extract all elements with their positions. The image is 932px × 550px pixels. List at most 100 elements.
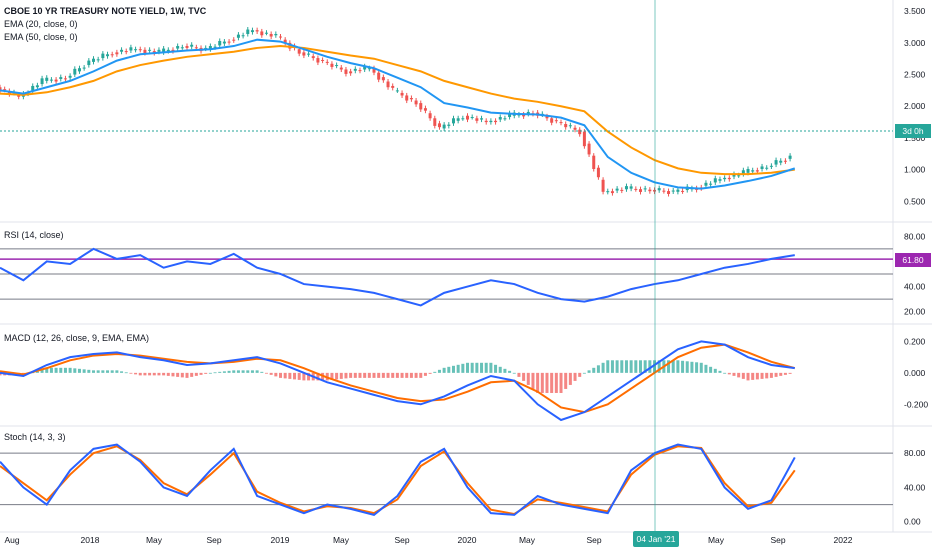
macd-histogram-bar	[629, 360, 633, 373]
macd-histogram-bar	[423, 372, 427, 376]
rsi-value-text: 61.80	[902, 255, 924, 265]
candle-body	[185, 46, 189, 48]
candle-body	[522, 114, 526, 117]
candle-body	[428, 113, 432, 119]
candle-body	[63, 78, 67, 80]
candle-body	[447, 124, 451, 126]
candle-body	[671, 190, 675, 192]
macd-histogram-bar	[601, 362, 605, 373]
candle-body	[433, 118, 437, 126]
macd-histogram-bar	[428, 372, 432, 374]
macd-histogram-bar	[769, 372, 773, 378]
macd-histogram-bar	[339, 372, 343, 379]
candle-body	[755, 170, 759, 172]
candle-body	[353, 68, 357, 71]
candle-body	[713, 178, 717, 183]
candle-body	[279, 36, 283, 38]
candle-body	[681, 190, 685, 192]
macd-histogram-bar	[409, 372, 413, 378]
candle-body	[648, 189, 652, 192]
stoch-k-line	[0, 443, 796, 516]
candle-body	[241, 35, 245, 37]
candle-body	[45, 77, 49, 81]
candle-body	[377, 72, 381, 80]
macd-histogram-bar	[180, 372, 184, 378]
candle-body	[260, 31, 264, 36]
candle-body	[676, 189, 680, 192]
candle-body	[129, 47, 133, 51]
macd-histogram-bar	[232, 370, 236, 373]
macd-histogram-bar	[138, 372, 142, 376]
candle-body	[657, 188, 661, 191]
rsi-tick-label: 80.00	[904, 231, 926, 241]
candle-body	[311, 56, 315, 59]
candle-body	[391, 85, 395, 88]
candle-body	[732, 174, 736, 177]
macd-histogram-bar	[82, 369, 86, 373]
candle-body	[307, 53, 311, 55]
time-tick-label: Sep	[206, 535, 221, 545]
candle-body	[297, 49, 301, 54]
candle-body	[423, 108, 427, 111]
macd-histogram-bar	[297, 372, 301, 380]
candle-body	[208, 46, 212, 50]
candle-body	[615, 188, 619, 191]
macd-histogram-bar	[774, 372, 778, 377]
macd-histogram-bar	[307, 372, 311, 381]
candle-body	[442, 124, 446, 129]
macd-histogram-bar	[755, 372, 759, 380]
candle-body	[59, 77, 63, 79]
macd-histogram-bar	[143, 372, 147, 376]
macd-histogram-bar	[699, 362, 703, 373]
macd-histogram-bar	[213, 372, 217, 374]
candle-body	[339, 67, 343, 70]
candle-body	[3, 89, 7, 91]
macd-histogram-bar	[414, 372, 418, 378]
macd-histogram-bar	[274, 372, 278, 377]
candle-body	[171, 49, 175, 52]
macd-histogram-bar	[578, 372, 582, 377]
macd-histogram-bar	[503, 368, 507, 373]
macd-histogram-bar	[77, 368, 81, 373]
stoch-tick-label: 80.00	[904, 448, 926, 458]
macd-histogram-bar	[550, 372, 554, 393]
candle-body	[489, 120, 493, 123]
macd-histogram-bar	[788, 372, 792, 374]
time-tick-label: 2018	[81, 535, 100, 545]
candle-body	[218, 40, 222, 46]
rsi-tick-label: 40.00	[904, 282, 926, 292]
macd-histogram-bar	[110, 370, 114, 373]
macd-histogram-bar	[615, 360, 619, 373]
candle-body	[484, 120, 488, 123]
candle-body	[250, 30, 254, 33]
last-price-tag	[895, 124, 931, 138]
macd-histogram-bar	[302, 372, 306, 381]
candle-body	[451, 118, 455, 124]
macd-histogram-bar	[120, 371, 124, 373]
candle-body	[400, 92, 404, 96]
macd-histogram-bar	[746, 372, 750, 381]
candle-body	[162, 48, 166, 53]
macd-histogram-bar	[54, 367, 58, 373]
candle-body	[96, 59, 100, 61]
candle-body	[662, 190, 666, 192]
candle-body	[643, 188, 647, 190]
candle-body	[494, 120, 498, 123]
macd-histogram-bar	[466, 362, 470, 373]
candle-body	[526, 111, 530, 114]
macd-histogram-bar	[363, 372, 367, 378]
ema20-label: EMA (20, close, 0)	[4, 19, 78, 29]
candle-body	[405, 95, 409, 101]
macd-histogram-bar	[437, 369, 441, 373]
time-axis[interactable]: Aug 2018 May Sep 2019 May Sep 2020 May Sep May Sep 2…	[4, 535, 852, 545]
time-tick-label: Sep	[770, 535, 785, 545]
macd-histogram-bar	[709, 366, 713, 373]
candle-body	[82, 67, 86, 69]
macd-histogram-bar	[512, 372, 516, 374]
macd-histogram-bar	[35, 370, 39, 373]
candle-body	[723, 177, 727, 180]
candle-body	[269, 33, 273, 37]
macd-histogram-bar	[433, 371, 437, 373]
